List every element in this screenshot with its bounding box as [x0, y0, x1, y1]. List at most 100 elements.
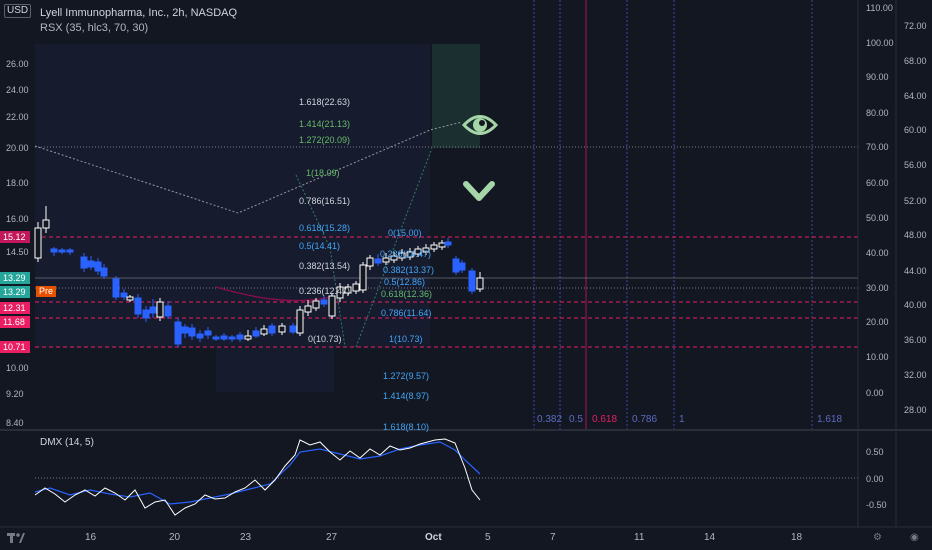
price-axis-tick: 36.00: [904, 335, 927, 345]
candle-body: [252, 330, 260, 337]
candle-body: [296, 309, 304, 334]
price-badge: 13.29: [0, 286, 30, 298]
dmx-signal-line: [34, 441, 481, 505]
tradingview-logo-icon[interactable]: [6, 530, 26, 546]
fib-level-label[interactable]: 0.236(14.47): [380, 249, 432, 259]
price-axis-tick: 32.00: [904, 370, 927, 380]
fib-level-label[interactable]: 1(18.09): [306, 168, 340, 178]
fib-level-label[interactable]: 0(15.00): [388, 228, 422, 238]
time-fib-label: 0.382: [537, 414, 563, 425]
time-axis-tick: 20: [169, 532, 181, 543]
candle-body: [476, 277, 484, 290]
time-fib-label: 0.786: [632, 414, 658, 425]
candle-body: [438, 242, 446, 248]
time-axis-tick: 18: [791, 532, 803, 543]
fib-level-label[interactable]: 0.618(12.36): [381, 289, 433, 299]
fib-level-label[interactable]: 0.786(16.51): [299, 196, 351, 206]
time-axis-tick: 11: [634, 532, 645, 543]
price-axis-tick: 72.00: [904, 21, 927, 31]
candle-body: [260, 328, 268, 335]
candle-body: [320, 299, 328, 305]
candle-body: [34, 227, 42, 259]
candle-body: [312, 300, 320, 309]
candle-body: [174, 321, 182, 345]
indicator-axis-tick: 80.00: [866, 108, 889, 118]
time-fib-lines: [533, 0, 813, 430]
fib-level-label[interactable]: 1.272(20.09): [299, 135, 351, 145]
left-axis-tick: 20.00: [6, 143, 29, 153]
candle-body: [382, 257, 390, 263]
price-axis-tick: 28.00: [904, 405, 927, 415]
left-axis-tick: 22.00: [6, 112, 29, 122]
dmx-main-line: [34, 438, 481, 516]
candle-body: [406, 251, 414, 258]
fib-trend-line: [295, 174, 346, 348]
indicator-axis-tick: 60.00: [866, 178, 889, 188]
price-axis-tick: 48.00: [904, 230, 927, 240]
candle-body: [344, 286, 352, 294]
time-axis-tick: 23: [240, 532, 252, 543]
candle-body: [304, 305, 312, 313]
candle-body: [336, 286, 344, 299]
candle-body: [156, 301, 164, 318]
candle-body: [164, 305, 172, 317]
indicator-axis-tick: 0.00: [866, 388, 884, 398]
indicator-axis-tick: 110.00: [866, 3, 893, 13]
dmx-axis-tick: -0.50: [866, 500, 887, 510]
broadcast-icon[interactable]: ◉: [910, 532, 919, 543]
candle-body: [359, 264, 367, 291]
fib-level-label[interactable]: 0.618(15.28): [299, 223, 351, 233]
level-lines: [35, 146, 858, 348]
candle-body: [220, 335, 228, 340]
fib-level-label[interactable]: 1.272(9.57): [383, 371, 430, 381]
fib-level-label[interactable]: 0.382(13.54): [299, 261, 351, 271]
fib-level-label[interactable]: 0.5(12.86): [384, 277, 426, 287]
fib-level-label[interactable]: 0.236(12.47): [299, 286, 351, 296]
premarket-badge: Pre: [36, 286, 57, 297]
candle-body: [120, 292, 128, 298]
dmx-indicator-title[interactable]: DMX (14, 5): [40, 437, 94, 448]
candle-body: [94, 261, 102, 272]
left-axis-tick: 9.20: [6, 389, 24, 399]
settings-gear-icon[interactable]: ⚙: [873, 532, 882, 543]
candle-body: [452, 258, 460, 273]
candle-body: [289, 325, 297, 333]
time-fib-label: 1.618: [817, 414, 843, 425]
fib-level-label[interactable]: 1.618(22.63): [299, 97, 351, 107]
price-badge: 12.31: [0, 302, 30, 314]
candle-body: [422, 247, 430, 253]
left-axis-tick: 24.00: [6, 85, 29, 95]
indicator-axis-tick: 30.00: [866, 283, 889, 293]
candle-body: [268, 325, 276, 334]
fib-level-label[interactable]: 1.414(21.13): [299, 119, 351, 129]
candle-body: [244, 335, 252, 340]
fib-level-label[interactable]: 0.382(13.37): [383, 265, 435, 275]
fib-level-label[interactable]: 0(10.73): [308, 334, 342, 344]
indicator-axis-tick: 100.00: [866, 38, 894, 48]
indicator-title[interactable]: RSX (35, hlc3, 70, 30): [40, 22, 149, 34]
indicator-axis-tick: 40.00: [866, 248, 889, 258]
currency-label[interactable]: USD: [4, 4, 32, 18]
fib-level-label[interactable]: 1(10.73): [389, 334, 423, 344]
price-badge: 11.68: [0, 316, 30, 328]
candle-body: [430, 244, 438, 250]
candle-body: [414, 248, 422, 255]
price-badge: 15.12: [0, 231, 30, 243]
price-badge: 10.71: [0, 341, 30, 353]
left-axis-tick: 14.50: [6, 247, 29, 257]
time-fib-label: 0.618: [592, 414, 618, 425]
symbol-title[interactable]: Lyell Immunopharma, Inc., 2h, NASDAQ: [40, 7, 238, 19]
left-axis-tick: 16.00: [6, 214, 29, 224]
time-fib-label: 0.5: [569, 414, 583, 425]
fib-level-label[interactable]: 0.5(14.41): [299, 241, 341, 251]
left-axis-tick: 18.00: [6, 178, 29, 188]
candle-body: [366, 257, 374, 267]
fib-level-label[interactable]: 1.414(8.97): [383, 391, 430, 401]
dmx-axis-tick: 0.00: [866, 474, 884, 484]
fib-level-label[interactable]: 0.786(11.64): [381, 308, 432, 318]
candle-body: [188, 327, 196, 337]
candle-body: [126, 296, 134, 301]
fib-level-label[interactable]: 1.618(8.10): [383, 422, 430, 432]
candle-body: [181, 326, 189, 334]
